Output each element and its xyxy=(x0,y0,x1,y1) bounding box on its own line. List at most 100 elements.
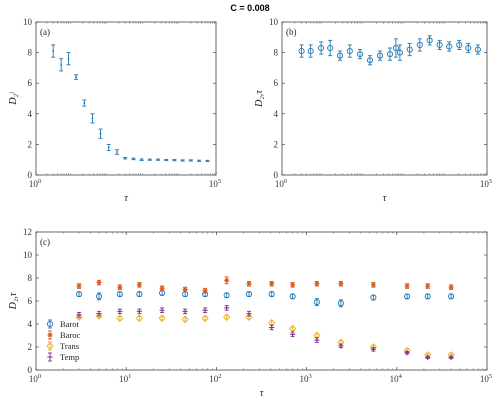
data-point xyxy=(182,308,188,315)
data-point xyxy=(158,314,166,323)
x-tick-base: 10 xyxy=(209,374,219,384)
data-point xyxy=(156,158,161,161)
point-marker xyxy=(474,46,481,53)
y-tick-label: 6 xyxy=(28,296,33,306)
x-tick-label: 105 xyxy=(480,373,492,384)
data-point xyxy=(404,293,411,300)
point-marker xyxy=(346,48,353,55)
point-marker xyxy=(404,350,410,356)
point-marker xyxy=(307,48,314,55)
point-marker xyxy=(223,313,231,321)
x-axis-label: τ xyxy=(124,193,128,204)
point-marker xyxy=(465,44,472,52)
point-marker xyxy=(182,286,188,293)
legend-marker xyxy=(46,320,54,328)
x-tick-base: 10 xyxy=(299,374,309,384)
point-marker xyxy=(52,50,55,52)
point-marker xyxy=(95,312,103,320)
data-point xyxy=(404,350,410,356)
x-tick-base: 10 xyxy=(209,179,219,189)
point-marker xyxy=(202,288,208,294)
point-marker xyxy=(246,311,252,317)
point-marker xyxy=(404,283,410,289)
panel-label: (b) xyxy=(286,27,297,37)
data-point xyxy=(376,50,384,61)
y-axis-label: D₂,τ xyxy=(8,292,19,310)
point-marker xyxy=(327,44,334,52)
data-point xyxy=(290,331,296,338)
data-point xyxy=(98,128,103,139)
y-tick-label: 2 xyxy=(28,342,33,352)
point-marker xyxy=(117,308,123,314)
x-tick-label: 105 xyxy=(209,178,221,189)
y-tick-label: 10 xyxy=(23,250,33,260)
data-point xyxy=(290,282,296,288)
data-point xyxy=(115,149,120,155)
data-point xyxy=(223,292,230,299)
data-point xyxy=(182,286,188,293)
data-point xyxy=(139,158,144,161)
x-tick-base: 10 xyxy=(29,374,39,384)
point-marker xyxy=(60,63,63,66)
point-marker xyxy=(246,281,252,287)
data-point xyxy=(202,307,208,313)
panel-label: (c) xyxy=(40,237,50,247)
point-marker xyxy=(314,281,320,287)
point-marker xyxy=(181,315,189,324)
point-marker xyxy=(448,293,455,300)
point-marker xyxy=(132,158,135,160)
y-tick-label: 2 xyxy=(28,139,33,149)
point-marker xyxy=(165,159,168,161)
data-point xyxy=(116,314,124,323)
y-tick-label: 4 xyxy=(28,319,33,329)
data-point xyxy=(465,42,472,54)
data-point xyxy=(82,99,87,107)
data-point xyxy=(51,44,56,58)
data-point xyxy=(135,314,143,323)
x-tick-exponent: 0 xyxy=(38,373,41,380)
point-marker xyxy=(376,52,384,59)
x-tick-label: 100 xyxy=(29,373,41,384)
legend-item: Barot xyxy=(46,319,80,329)
data-point xyxy=(246,310,252,317)
plot-frame xyxy=(35,21,217,176)
data-point xyxy=(202,287,208,294)
series-temp xyxy=(76,305,454,360)
data-point xyxy=(117,284,123,290)
x-tick-label: 105 xyxy=(480,178,492,189)
point-marker xyxy=(338,281,344,287)
data-point xyxy=(117,308,123,315)
y-tick-label: 4 xyxy=(274,109,279,119)
data-point xyxy=(90,113,95,124)
data-point xyxy=(366,55,374,66)
x-tick-exponent: 0 xyxy=(38,178,41,185)
data-point xyxy=(396,44,403,61)
data-point xyxy=(392,38,399,58)
point-marker xyxy=(290,331,296,337)
y-tick-label: 8 xyxy=(28,273,33,283)
data-point xyxy=(76,283,82,289)
point-marker xyxy=(406,46,413,53)
point-marker xyxy=(314,337,320,343)
point-marker xyxy=(424,293,431,300)
y-tick-label: 0 xyxy=(28,365,33,375)
y-tick-label: 12 xyxy=(23,227,32,237)
data-point xyxy=(182,291,189,298)
data-point xyxy=(123,156,128,160)
data-point xyxy=(131,157,136,161)
plot-frame xyxy=(281,21,488,176)
point-marker xyxy=(107,146,110,149)
point-marker xyxy=(318,44,325,52)
x-tick-exponent: 1 xyxy=(128,373,131,380)
data-point xyxy=(147,158,152,161)
x-tick-exponent: 2 xyxy=(218,373,221,380)
data-point xyxy=(404,283,410,289)
data-point xyxy=(59,58,64,72)
point-marker xyxy=(76,283,82,289)
point-marker xyxy=(148,158,151,161)
point-marker xyxy=(158,314,166,323)
point-marker xyxy=(426,37,433,44)
point-marker xyxy=(224,277,230,283)
